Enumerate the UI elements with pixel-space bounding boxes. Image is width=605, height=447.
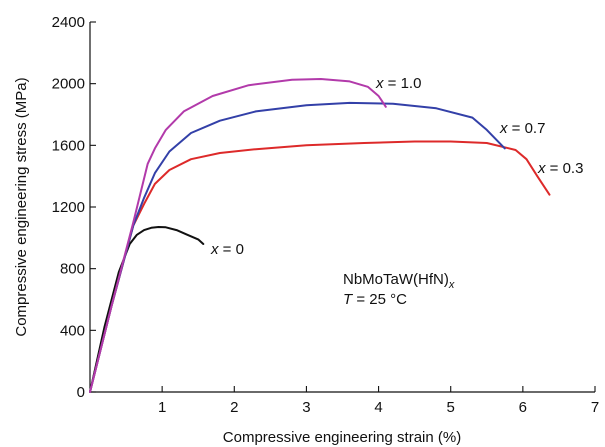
x-axis-title: Compressive engineering strain (%) <box>223 429 461 446</box>
series-label-0: x = 0 <box>210 241 244 258</box>
x-tick-label: 6 <box>519 399 527 416</box>
series-line-2 <box>89 101 506 393</box>
x-tick-label: 5 <box>447 399 455 416</box>
x-tick-label: 2 <box>230 399 238 416</box>
plot-frame <box>89 22 595 393</box>
series-label-3: x = 1.0 <box>375 75 421 92</box>
x-tick-label: 4 <box>374 399 382 416</box>
x-tick-label: 7 <box>591 399 599 416</box>
alloy-formula: NbMoTaW(HfN)x <box>343 271 455 291</box>
y-tick-label: 800 <box>60 261 85 278</box>
y-tick-label: 2000 <box>52 76 85 93</box>
y-tick-label: 1200 <box>52 199 85 216</box>
series-line-0 <box>89 226 205 393</box>
test-temperature: T = 25 °C <box>343 291 407 308</box>
y-tick-label: 0 <box>77 384 85 401</box>
y-axis-ticks: 0 400 800 1200 1600 2000 2400 <box>52 14 96 401</box>
series-label-1: x = 0.3 <box>537 160 583 177</box>
series-lines <box>89 78 551 393</box>
series-line-3 <box>89 78 387 393</box>
y-tick-label: 1600 <box>52 137 85 154</box>
series-line-1 <box>89 140 551 393</box>
y-tick-label: 400 <box>60 322 85 339</box>
series-label-2: x = 0.7 <box>499 120 545 137</box>
y-axis-title: Compressive engineering stress (MPa) <box>13 77 30 336</box>
series-labels: x = 0 x = 0.3 x = 0.7 x = 1.0 <box>210 75 583 258</box>
x-tick-label: 1 <box>158 399 166 416</box>
x-axis-ticks: 1 2 3 4 5 6 7 <box>158 386 599 416</box>
x-tick-label: 3 <box>302 399 310 416</box>
y-tick-label: 2400 <box>52 14 85 31</box>
